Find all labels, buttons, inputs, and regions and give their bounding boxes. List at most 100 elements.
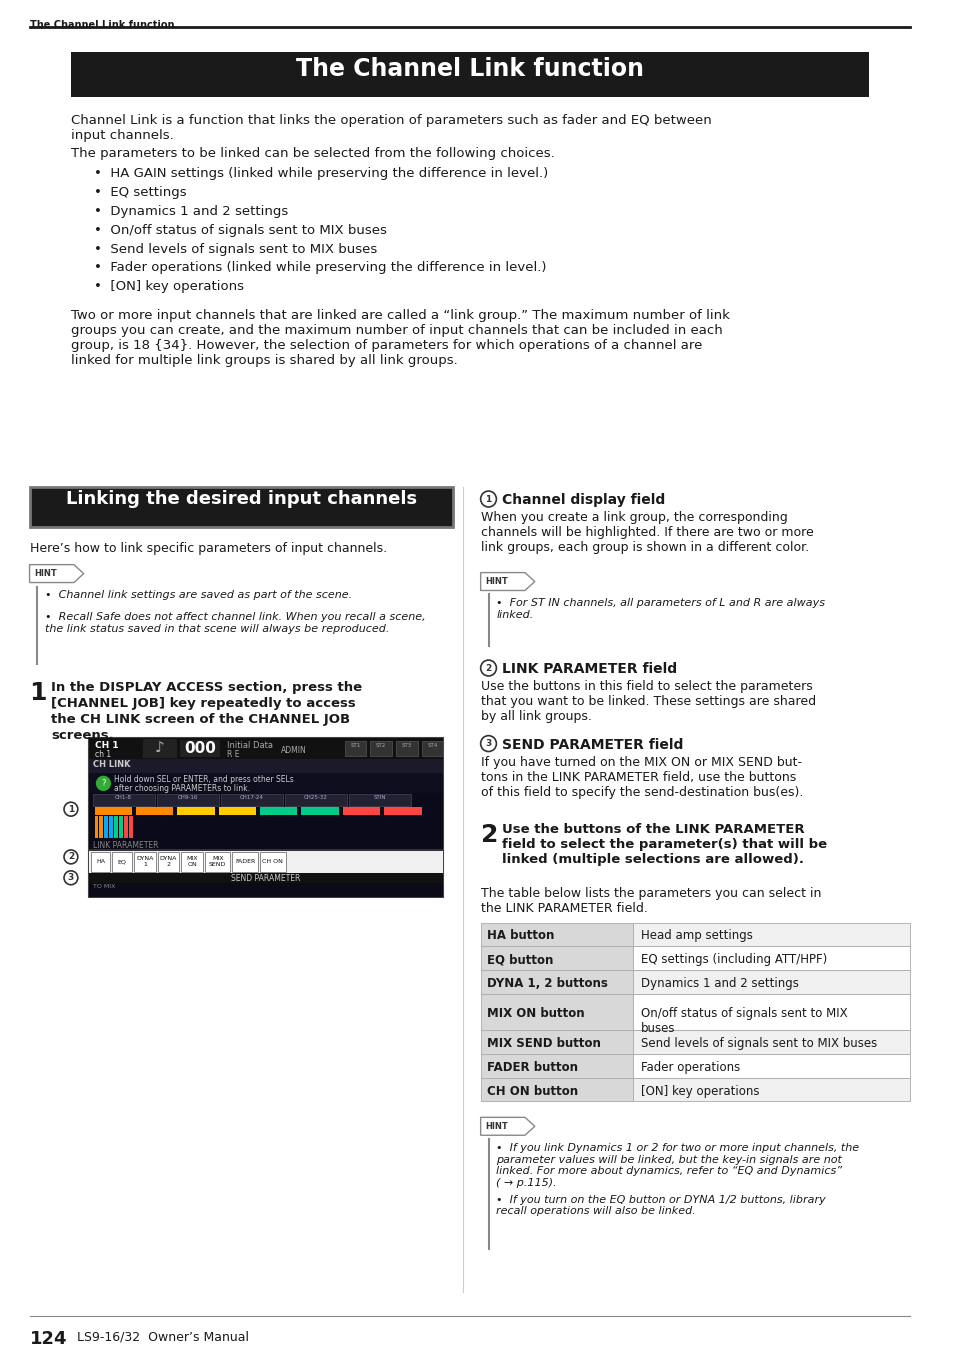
Bar bbox=[30, 488, 453, 527]
Bar bbox=[104, 816, 109, 838]
Text: CH ON button: CH ON button bbox=[486, 1085, 578, 1097]
Text: The Channel Link function: The Channel Link function bbox=[30, 20, 173, 30]
Text: Head amp settings: Head amp settings bbox=[640, 929, 752, 943]
Text: the CH LINK screen of the CHANNEL JOB: the CH LINK screen of the CHANNEL JOB bbox=[51, 713, 350, 725]
Text: Dynamics 1 and 2 settings: Dynamics 1 and 2 settings bbox=[640, 977, 799, 990]
Text: LS9-16/32  Owner’s Manual: LS9-16/32 Owner’s Manual bbox=[77, 1331, 249, 1343]
Text: HA button: HA button bbox=[486, 929, 554, 943]
Text: •  Fader operations (linked while preserving the difference in level.): • Fader operations (linked while preserv… bbox=[93, 262, 545, 274]
Text: ♪: ♪ bbox=[154, 742, 164, 757]
Bar bbox=[94, 816, 98, 838]
Text: Linking the desired input channels: Linking the desired input channels bbox=[66, 490, 416, 508]
Text: •  For ST IN channels, all parameters of L and R are always
linked.: • For ST IN channels, all parameters of … bbox=[496, 598, 824, 620]
Bar bbox=[124, 816, 128, 838]
Circle shape bbox=[96, 777, 111, 790]
Bar bbox=[135, 807, 173, 815]
Bar bbox=[395, 740, 417, 757]
Bar bbox=[94, 807, 132, 815]
Text: 000: 000 bbox=[184, 740, 215, 755]
Text: When you create a link group, the corresponding
channels will be highlighted. If: When you create a link group, the corres… bbox=[480, 511, 813, 554]
Bar bbox=[384, 807, 421, 815]
Text: CH9-16: CH9-16 bbox=[177, 796, 197, 800]
Bar bbox=[157, 852, 179, 871]
Text: 1: 1 bbox=[68, 805, 74, 813]
Text: FADER: FADER bbox=[234, 859, 255, 865]
Text: •  Channel link settings are saved as part of the scene.: • Channel link settings are saved as par… bbox=[45, 590, 352, 600]
Text: ST2: ST2 bbox=[375, 743, 386, 747]
Polygon shape bbox=[480, 1117, 535, 1135]
Text: MIX
ON: MIX ON bbox=[186, 857, 197, 867]
Text: 124: 124 bbox=[30, 1331, 67, 1348]
Bar bbox=[233, 852, 257, 871]
Text: •  [ON] key operations: • [ON] key operations bbox=[93, 280, 243, 293]
Bar bbox=[480, 970, 633, 994]
Bar bbox=[133, 852, 155, 871]
Text: DYNA
1: DYNA 1 bbox=[136, 857, 153, 867]
Bar bbox=[633, 923, 909, 946]
Text: HA: HA bbox=[96, 859, 105, 865]
Text: Channel display field: Channel display field bbox=[502, 493, 665, 507]
Text: ST1: ST1 bbox=[350, 743, 360, 747]
Text: CH ON: CH ON bbox=[262, 859, 283, 865]
Text: STIN: STIN bbox=[373, 796, 386, 800]
Bar bbox=[633, 946, 909, 970]
Bar bbox=[71, 51, 868, 97]
Bar bbox=[205, 852, 231, 871]
Text: CH1-8: CH1-8 bbox=[115, 796, 132, 800]
Text: R E: R E bbox=[226, 750, 239, 758]
Text: 3: 3 bbox=[485, 739, 491, 748]
Text: If you have turned on the MIX ON or MIX SEND but-
tons in the LINK PARAMETER fie: If you have turned on the MIX ON or MIX … bbox=[480, 755, 802, 798]
Bar bbox=[156, 794, 218, 807]
Text: •  Send levels of signals sent to MIX buses: • Send levels of signals sent to MIX bus… bbox=[93, 243, 376, 255]
Bar bbox=[480, 1078, 633, 1101]
Bar bbox=[181, 852, 203, 871]
Bar bbox=[480, 946, 633, 970]
Bar bbox=[421, 740, 443, 757]
Bar bbox=[114, 816, 118, 838]
Bar bbox=[342, 807, 380, 815]
Text: Channel Link is a function that links the operation of parameters such as fader : Channel Link is a function that links th… bbox=[71, 115, 711, 142]
Bar bbox=[89, 848, 443, 851]
Text: HINT: HINT bbox=[485, 577, 508, 586]
Text: Use the buttons in this field to select the parameters
that you want to be linke: Use the buttons in this field to select … bbox=[480, 680, 815, 723]
Text: EQ: EQ bbox=[117, 859, 127, 865]
Bar bbox=[89, 873, 443, 882]
Bar bbox=[260, 807, 297, 815]
Bar bbox=[129, 816, 132, 838]
Text: TO MIX: TO MIX bbox=[92, 884, 115, 889]
Bar bbox=[99, 816, 103, 838]
Text: 2: 2 bbox=[485, 663, 491, 673]
Text: 1: 1 bbox=[485, 494, 491, 504]
Bar bbox=[633, 1029, 909, 1054]
Text: Use the buttons of the LINK PARAMETER
field to select the parameter(s) that will: Use the buttons of the LINK PARAMETER fi… bbox=[502, 823, 826, 866]
Bar bbox=[177, 807, 214, 815]
Bar bbox=[260, 852, 285, 871]
Text: Send levels of signals sent to MIX buses: Send levels of signals sent to MIX buses bbox=[640, 1036, 877, 1050]
Bar bbox=[89, 738, 443, 759]
Circle shape bbox=[64, 871, 78, 885]
Bar bbox=[91, 852, 111, 871]
Text: Two or more input channels that are linked are called a “link group.” The maximu: Two or more input channels that are link… bbox=[71, 309, 729, 367]
Text: 1: 1 bbox=[30, 681, 47, 705]
Text: MIX ON button: MIX ON button bbox=[486, 1006, 583, 1020]
Text: Hold down SEL or ENTER, and press other SELs: Hold down SEL or ENTER, and press other … bbox=[114, 775, 294, 785]
Bar bbox=[480, 923, 633, 946]
Polygon shape bbox=[30, 565, 84, 582]
Text: HINT: HINT bbox=[485, 1121, 508, 1131]
Text: MIX
SEND: MIX SEND bbox=[209, 857, 226, 867]
Bar bbox=[119, 816, 123, 838]
Text: 2: 2 bbox=[68, 852, 74, 862]
Text: LINK PARAMETER field: LINK PARAMETER field bbox=[502, 662, 677, 676]
Text: EQ settings (including ATT/HPF): EQ settings (including ATT/HPF) bbox=[640, 954, 826, 966]
Text: FADER button: FADER button bbox=[486, 1061, 577, 1074]
Bar bbox=[89, 851, 443, 873]
Bar bbox=[633, 1054, 909, 1078]
Text: •  EQ settings: • EQ settings bbox=[93, 186, 186, 199]
Bar bbox=[89, 759, 443, 773]
Text: The table below lists the parameters you can select in
the LINK PARAMETER field.: The table below lists the parameters you… bbox=[480, 886, 821, 915]
Text: CH17-24: CH17-24 bbox=[239, 796, 263, 800]
Bar bbox=[344, 740, 366, 757]
Bar bbox=[89, 840, 443, 848]
Text: SEND PARAMETER: SEND PARAMETER bbox=[231, 874, 300, 882]
Circle shape bbox=[480, 661, 496, 676]
